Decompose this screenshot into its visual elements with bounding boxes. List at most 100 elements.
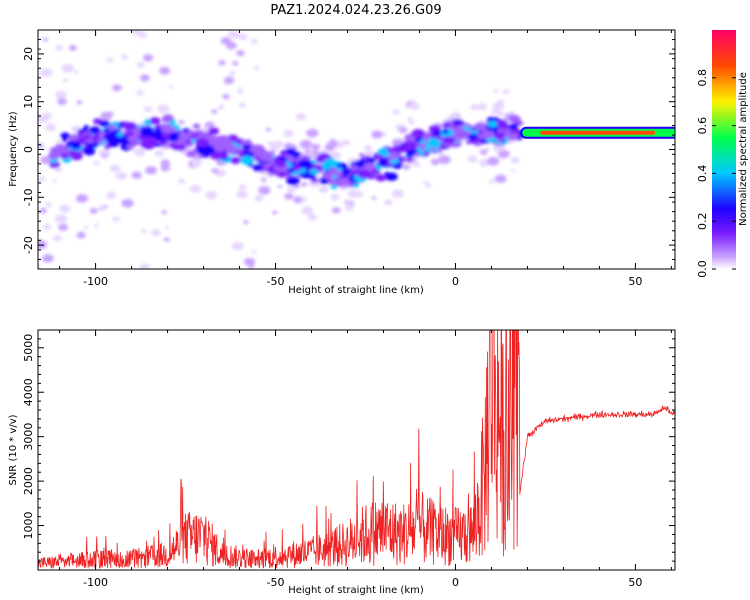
spectral-blob <box>477 129 484 134</box>
spectral-blob <box>125 130 134 137</box>
spectral-blob <box>184 139 192 144</box>
spectral-blob <box>211 168 219 174</box>
spectral-blob <box>57 98 67 105</box>
x-tick-label: -50 <box>267 576 285 589</box>
spectral-blob <box>442 136 455 145</box>
spectral-blob <box>300 182 308 187</box>
spectral-blob <box>493 132 505 140</box>
y-tick-label: 5000 <box>22 334 35 362</box>
spectral-blob <box>159 140 168 146</box>
spectrogram-xlabel: Height of straight line (km) <box>288 285 424 296</box>
spectral-blob <box>141 229 148 234</box>
spectral-blob <box>240 155 254 165</box>
spectral-blob <box>136 90 145 96</box>
spectral-blob <box>248 265 254 269</box>
spectral-blob <box>358 153 365 157</box>
spectral-blob <box>363 162 376 171</box>
spectral-blob <box>107 124 117 131</box>
spectral-blob <box>503 128 511 134</box>
spectral-blob <box>317 154 327 161</box>
spectral-blob <box>307 213 318 221</box>
spectral-blob <box>477 103 487 111</box>
spectral-blob <box>83 225 89 230</box>
spectral-blob <box>83 125 90 129</box>
spectral-blob <box>502 89 510 95</box>
spectral-blob <box>494 174 507 183</box>
spectral-blob <box>91 137 98 142</box>
spectral-blob <box>510 157 520 164</box>
spectral-blob <box>318 185 329 194</box>
x-tick-label: 50 <box>628 576 642 589</box>
spectral-blob <box>397 157 404 162</box>
spectral-blob <box>258 186 271 195</box>
colorbar-tick-label: 0.8 <box>696 69 709 87</box>
spectral-blob <box>178 178 186 184</box>
spectral-blob <box>59 204 71 213</box>
spectral-blob <box>357 169 371 179</box>
spectral-blob <box>225 41 237 50</box>
spectral-blob <box>403 141 417 151</box>
spectral-blob <box>384 199 393 206</box>
spectral-blob <box>342 139 351 146</box>
spectral-blob <box>331 175 338 179</box>
spectral-blob <box>126 143 135 150</box>
spectral-blob <box>160 159 171 167</box>
x-tick-label: 50 <box>628 275 642 288</box>
spectral-blob <box>433 129 442 136</box>
spectral-blob <box>220 153 228 158</box>
spectral-blob <box>300 196 308 202</box>
spectral-blob <box>267 141 275 147</box>
spectral-blob <box>161 117 171 123</box>
spectral-blob <box>109 164 121 173</box>
spectral-blob <box>161 210 167 215</box>
colorbar-gradient <box>712 30 736 269</box>
spectral-blob <box>89 208 98 214</box>
spectral-blob <box>96 139 103 144</box>
spectral-blob <box>53 235 62 241</box>
spectral-blob <box>470 126 477 131</box>
spectral-blob <box>139 74 150 82</box>
spectral-blob <box>479 149 488 155</box>
spectral-blob <box>465 140 472 144</box>
spectral-blob <box>45 202 53 207</box>
colorbar-tick-label: 0.0 <box>696 260 709 278</box>
spectral-blob <box>190 133 198 139</box>
spectral-blob <box>97 205 107 212</box>
spectral-blob <box>419 139 426 144</box>
y-tick-label: 2000 <box>22 467 35 495</box>
spectral-blob <box>398 127 408 134</box>
spectral-blob <box>154 149 164 157</box>
spectral-blob <box>470 104 479 111</box>
spectral-blob <box>131 30 140 35</box>
spectral-blob <box>195 137 210 148</box>
spectral-blob <box>112 84 122 92</box>
spectral-blob <box>411 129 425 138</box>
spectral-blob <box>103 133 115 141</box>
spectral-blob <box>149 117 161 125</box>
spectral-blob <box>218 60 226 66</box>
spectral-blob <box>508 123 518 130</box>
spectral-blob <box>253 65 260 70</box>
spectral-blob <box>141 139 156 150</box>
spectral-blob <box>238 33 248 41</box>
spectral-blob <box>83 147 96 156</box>
spectral-blob <box>106 57 114 63</box>
spectral-blob <box>385 172 398 181</box>
spectral-blob <box>392 109 401 115</box>
y-tick-label: 20 <box>22 47 35 61</box>
spectral-blob <box>160 164 171 172</box>
y-tick-label: -20 <box>22 236 35 254</box>
spectral-blob <box>39 207 47 214</box>
spectral-blob <box>226 147 237 155</box>
spectral-blob <box>51 156 58 160</box>
spectral-blob <box>306 128 319 138</box>
spectral-blob <box>402 164 411 170</box>
spectral-blob <box>38 264 41 268</box>
colorbar-label: Normalized spectral amplitude <box>738 72 749 226</box>
spectral-blob <box>238 184 247 190</box>
spectral-blob <box>74 70 79 74</box>
spectral-blob <box>164 225 170 229</box>
x-tick-label: -50 <box>267 275 285 288</box>
